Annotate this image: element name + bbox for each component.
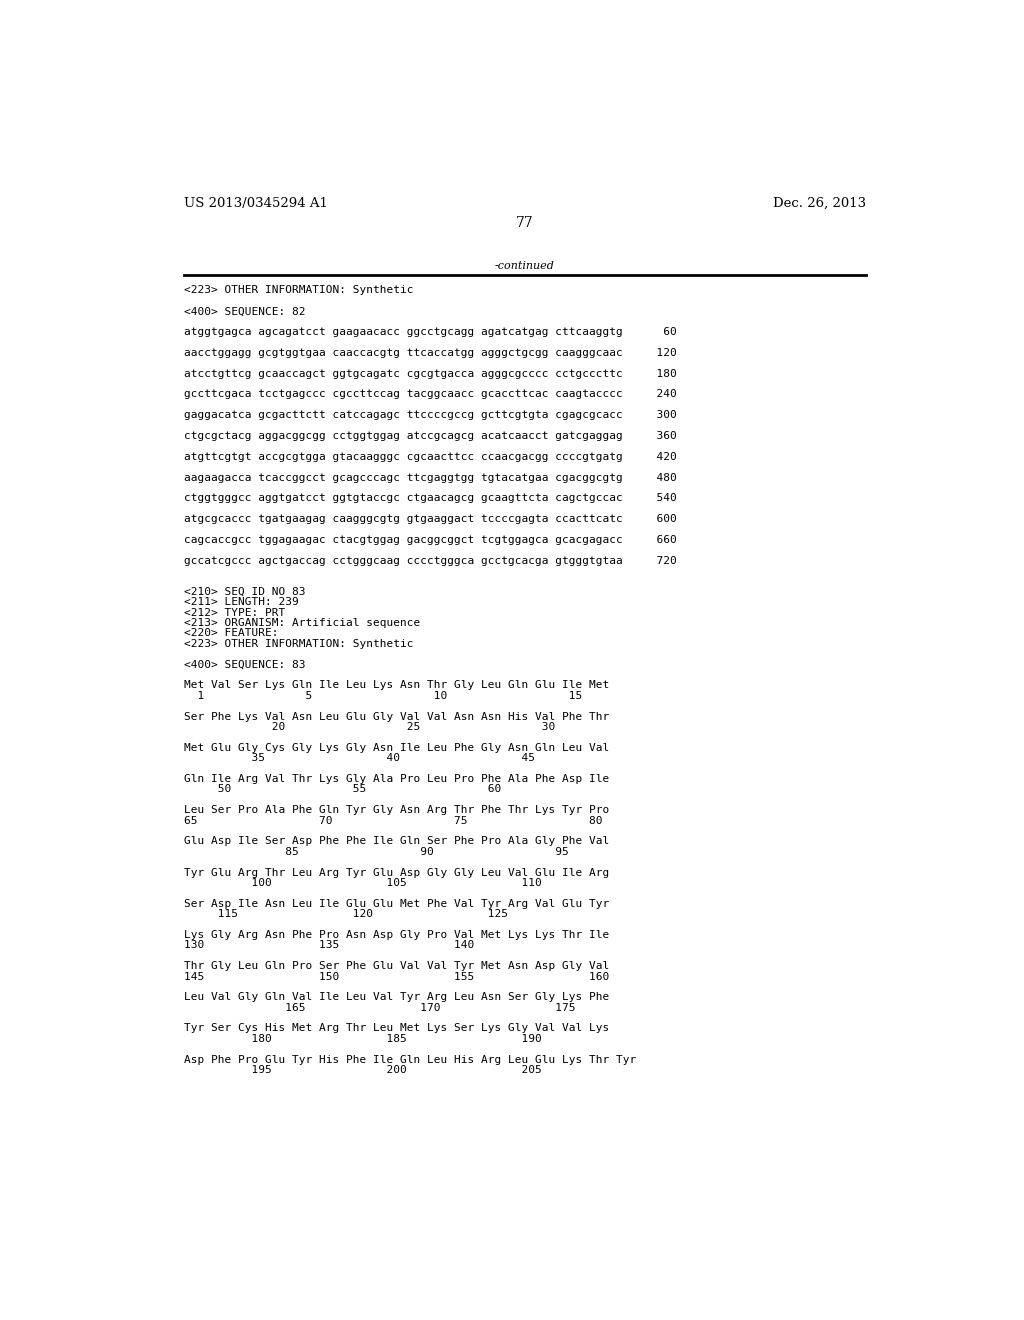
Text: 50                  55                  60: 50 55 60 (183, 784, 501, 795)
Text: aagaagacca tcaccggcct gcagcccagc ttcgaggtgg tgtacatgaa cgacggcgtg     480: aagaagacca tcaccggcct gcagcccagc ttcgagg… (183, 473, 677, 483)
Text: Dec. 26, 2013: Dec. 26, 2013 (773, 197, 866, 210)
Text: Thr Gly Leu Gln Pro Ser Phe Glu Val Val Tyr Met Asn Asp Gly Val: Thr Gly Leu Gln Pro Ser Phe Glu Val Val … (183, 961, 609, 972)
Text: Tyr Ser Cys His Met Arg Thr Leu Met Lys Ser Lys Gly Val Val Lys: Tyr Ser Cys His Met Arg Thr Leu Met Lys … (183, 1023, 609, 1034)
Text: <223> OTHER INFORMATION: Synthetic: <223> OTHER INFORMATION: Synthetic (183, 639, 414, 649)
Text: atgcgcaccc tgatgaagag caagggcgtg gtgaaggact tccccgagta ccacttcatc     600: atgcgcaccc tgatgaagag caagggcgtg gtgaagg… (183, 515, 677, 524)
Text: atggtgagca agcagatcct gaagaacacc ggcctgcagg agatcatgag cttcaaggtg      60: atggtgagca agcagatcct gaagaacacc ggcctgc… (183, 327, 677, 337)
Text: <213> ORGANISM: Artificial sequence: <213> ORGANISM: Artificial sequence (183, 618, 420, 628)
Text: <211> LENGTH: 239: <211> LENGTH: 239 (183, 597, 299, 607)
Text: Leu Val Gly Gln Val Ile Leu Val Tyr Arg Leu Asn Ser Gly Lys Phe: Leu Val Gly Gln Val Ile Leu Val Tyr Arg … (183, 993, 609, 1002)
Text: <212> TYPE: PRT: <212> TYPE: PRT (183, 607, 285, 618)
Text: <223> OTHER INFORMATION: Synthetic: <223> OTHER INFORMATION: Synthetic (183, 285, 414, 296)
Text: 100                 105                 110: 100 105 110 (183, 878, 542, 888)
Text: 1               5                  10                  15: 1 5 10 15 (183, 690, 582, 701)
Text: Met Val Ser Lys Gln Ile Leu Lys Asn Thr Gly Leu Gln Glu Ile Met: Met Val Ser Lys Gln Ile Leu Lys Asn Thr … (183, 681, 609, 690)
Text: 65                  70                  75                  80: 65 70 75 80 (183, 816, 602, 825)
Text: 115                 120                 125: 115 120 125 (183, 909, 508, 919)
Text: -continued: -continued (495, 261, 555, 271)
Text: atcctgttcg gcaaccagct ggtgcagatc cgcgtgacca agggcgcccc cctgcccttc     180: atcctgttcg gcaaccagct ggtgcagatc cgcgtga… (183, 368, 677, 379)
Text: 20                  25                  30: 20 25 30 (183, 722, 555, 733)
Text: Gln Ile Arg Val Thr Lys Gly Ala Pro Leu Pro Phe Ala Phe Asp Ile: Gln Ile Arg Val Thr Lys Gly Ala Pro Leu … (183, 774, 609, 784)
Text: ctggtgggcc aggtgatcct ggtgtaccgc ctgaacagcg gcaagttcta cagctgccac     540: ctggtgggcc aggtgatcct ggtgtaccgc ctgaaca… (183, 494, 677, 503)
Text: 130                 135                 140: 130 135 140 (183, 940, 474, 950)
Text: <400> SEQUENCE: 83: <400> SEQUENCE: 83 (183, 660, 305, 669)
Text: 77: 77 (516, 216, 534, 230)
Text: gccatcgccc agctgaccag cctgggcaag cccctgggca gcctgcacga gtgggtgtaa     720: gccatcgccc agctgaccag cctgggcaag cccctgg… (183, 556, 677, 566)
Text: 85                  90                  95: 85 90 95 (183, 847, 568, 857)
Text: Ser Asp Ile Asn Leu Ile Glu Glu Met Phe Val Tyr Arg Val Glu Tyr: Ser Asp Ile Asn Leu Ile Glu Glu Met Phe … (183, 899, 609, 908)
Text: Lys Gly Arg Asn Phe Pro Asn Asp Gly Pro Val Met Lys Lys Thr Ile: Lys Gly Arg Asn Phe Pro Asn Asp Gly Pro … (183, 929, 609, 940)
Text: <210> SEQ ID NO 83: <210> SEQ ID NO 83 (183, 587, 305, 597)
Text: 180                 185                 190: 180 185 190 (183, 1034, 542, 1044)
Text: <220> FEATURE:: <220> FEATURE: (183, 628, 279, 639)
Text: 195                 200                 205: 195 200 205 (183, 1065, 542, 1074)
Text: 145                 150                 155                 160: 145 150 155 160 (183, 972, 609, 982)
Text: US 2013/0345294 A1: US 2013/0345294 A1 (183, 197, 328, 210)
Text: Ser Phe Lys Val Asn Leu Glu Gly Val Val Asn Asn His Val Phe Thr: Ser Phe Lys Val Asn Leu Glu Gly Val Val … (183, 711, 609, 722)
Text: 165                 170                 175: 165 170 175 (183, 1003, 575, 1012)
Text: Met Glu Gly Cys Gly Lys Gly Asn Ile Leu Phe Gly Asn Gln Leu Val: Met Glu Gly Cys Gly Lys Gly Asn Ile Leu … (183, 743, 609, 752)
Text: gaggacatca gcgacttctt catccagagc ttccccgccg gcttcgtgta cgagcgcacc     300: gaggacatca gcgacttctt catccagagc ttccccg… (183, 411, 677, 420)
Text: ctgcgctacg aggacggcgg cctggtggag atccgcagcg acatcaacct gatcgaggag     360: ctgcgctacg aggacggcgg cctggtggag atccgca… (183, 430, 677, 441)
Text: Leu Ser Pro Ala Phe Gln Tyr Gly Asn Arg Thr Phe Thr Lys Tyr Pro: Leu Ser Pro Ala Phe Gln Tyr Gly Asn Arg … (183, 805, 609, 816)
Text: 35                  40                  45: 35 40 45 (183, 754, 535, 763)
Text: Asp Phe Pro Glu Tyr His Phe Ile Gln Leu His Arg Leu Glu Lys Thr Tyr: Asp Phe Pro Glu Tyr His Phe Ile Gln Leu … (183, 1055, 636, 1065)
Text: gccttcgaca tcctgagccc cgccttccag tacggcaacc gcaccttcac caagtacccc     240: gccttcgaca tcctgagccc cgccttccag tacggca… (183, 389, 677, 400)
Text: <400> SEQUENCE: 82: <400> SEQUENCE: 82 (183, 306, 305, 317)
Text: Glu Asp Ile Ser Asp Phe Phe Ile Gln Ser Phe Pro Ala Gly Phe Val: Glu Asp Ile Ser Asp Phe Phe Ile Gln Ser … (183, 837, 609, 846)
Text: Tyr Glu Arg Thr Leu Arg Tyr Glu Asp Gly Gly Leu Val Glu Ile Arg: Tyr Glu Arg Thr Leu Arg Tyr Glu Asp Gly … (183, 867, 609, 878)
Text: atgttcgtgt accgcgtgga gtacaagggc cgcaacttcc ccaacgacgg ccccgtgatg     420: atgttcgtgt accgcgtgga gtacaagggc cgcaact… (183, 451, 677, 462)
Text: aacctggagg gcgtggtgaa caaccacgtg ttcaccatgg agggctgcgg caagggcaac     120: aacctggagg gcgtggtgaa caaccacgtg ttcacca… (183, 348, 677, 358)
Text: cagcaccgcc tggagaagac ctacgtggag gacggcggct tcgtggagca gcacgagacc     660: cagcaccgcc tggagaagac ctacgtggag gacggcg… (183, 535, 677, 545)
